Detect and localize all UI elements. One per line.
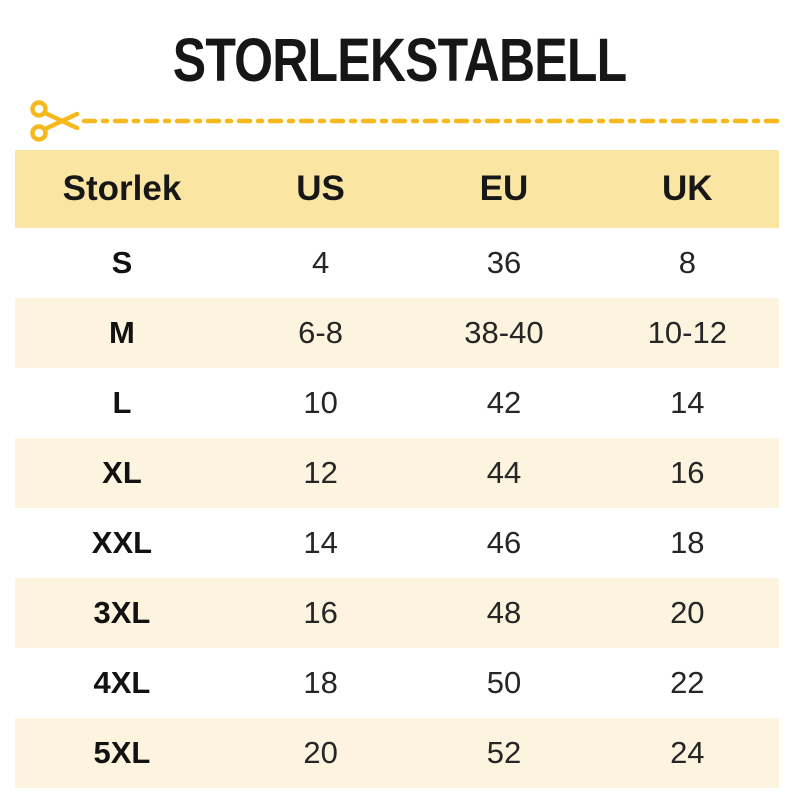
table-row-3xl: 3XL 16 48 20 [15, 578, 779, 648]
table-row-4xl: 4XL 18 50 22 [15, 648, 779, 718]
uk-value-cell: 16 [670, 455, 705, 490]
header-uk: UK [595, 150, 779, 228]
table-row-m: M 6-8 38-40 10-12 [15, 298, 779, 368]
table-row-s: S 4 36 8 [15, 228, 779, 298]
us-value-cell: 12 [303, 455, 338, 490]
us-value-cell: 6-8 [298, 315, 343, 350]
size-table-header: Storlek US EU UK [15, 150, 779, 228]
eu-value-cell: 38-40 [464, 315, 544, 350]
us-value-cell: 14 [303, 525, 338, 560]
eu-value-cell: 42 [486, 385, 522, 420]
us-value-cell: 4 [311, 245, 330, 280]
uk-value-cell: 18 [670, 525, 705, 560]
header-storlek: Storlek [15, 150, 229, 228]
size-label-cell: 5XL [93, 735, 151, 770]
size-table: Storlek US EU UK S 4 36 8 M 6-8 38-40 10… [15, 150, 779, 788]
header-eu: EU [412, 150, 596, 228]
us-value-cell: 16 [303, 595, 338, 630]
size-label-cell: M [109, 315, 135, 350]
table-row-5xl: 5XL 20 52 24 [15, 718, 779, 788]
table-row-xxl: XXL 14 46 18 [15, 508, 779, 578]
size-label-cell: XL [102, 455, 142, 490]
size-table-body: S 4 36 8 M 6-8 38-40 10-12 L 10 42 14 XL… [15, 228, 779, 788]
uk-value-cell: 22 [670, 665, 705, 700]
size-label-cell: S [111, 245, 133, 280]
eu-value-cell: 50 [486, 665, 522, 700]
eu-value-cell: 46 [486, 525, 522, 560]
size-label-cell: L [112, 385, 132, 420]
header-row: Storlek US EU UK [15, 150, 779, 228]
scissors-icon [30, 100, 80, 142]
size-label-cell: 3XL [93, 595, 151, 630]
table-row-xl: XL 12 44 16 [15, 438, 779, 508]
uk-value-cell: 24 [670, 735, 705, 770]
cut-line-divider [30, 100, 781, 142]
size-chart-page: STORLEKSTABELL Storlek US EU UK S 4 3 [0, 30, 800, 800]
table-row-l: L 10 42 14 [15, 368, 779, 438]
eu-value-cell: 48 [486, 595, 522, 630]
page-title-text: STORLEKSTABELL [173, 26, 627, 94]
eu-value-cell: 52 [486, 735, 522, 770]
eu-value-cell: 36 [486, 245, 522, 280]
uk-value-cell: 10-12 [647, 315, 727, 350]
uk-value-cell: 14 [670, 385, 705, 420]
uk-value-cell: 20 [670, 595, 705, 630]
uk-value-cell: 8 [678, 245, 696, 280]
eu-value-cell: 44 [486, 455, 522, 490]
size-label-cell: 4XL [93, 665, 151, 700]
header-us: US [228, 150, 413, 228]
us-value-cell: 20 [303, 735, 338, 770]
us-value-cell: 10 [303, 385, 338, 420]
size-label-cell: XXL [91, 525, 153, 560]
page-title: STORLEKSTABELL [0, 26, 800, 94]
us-value-cell: 18 [303, 665, 338, 700]
